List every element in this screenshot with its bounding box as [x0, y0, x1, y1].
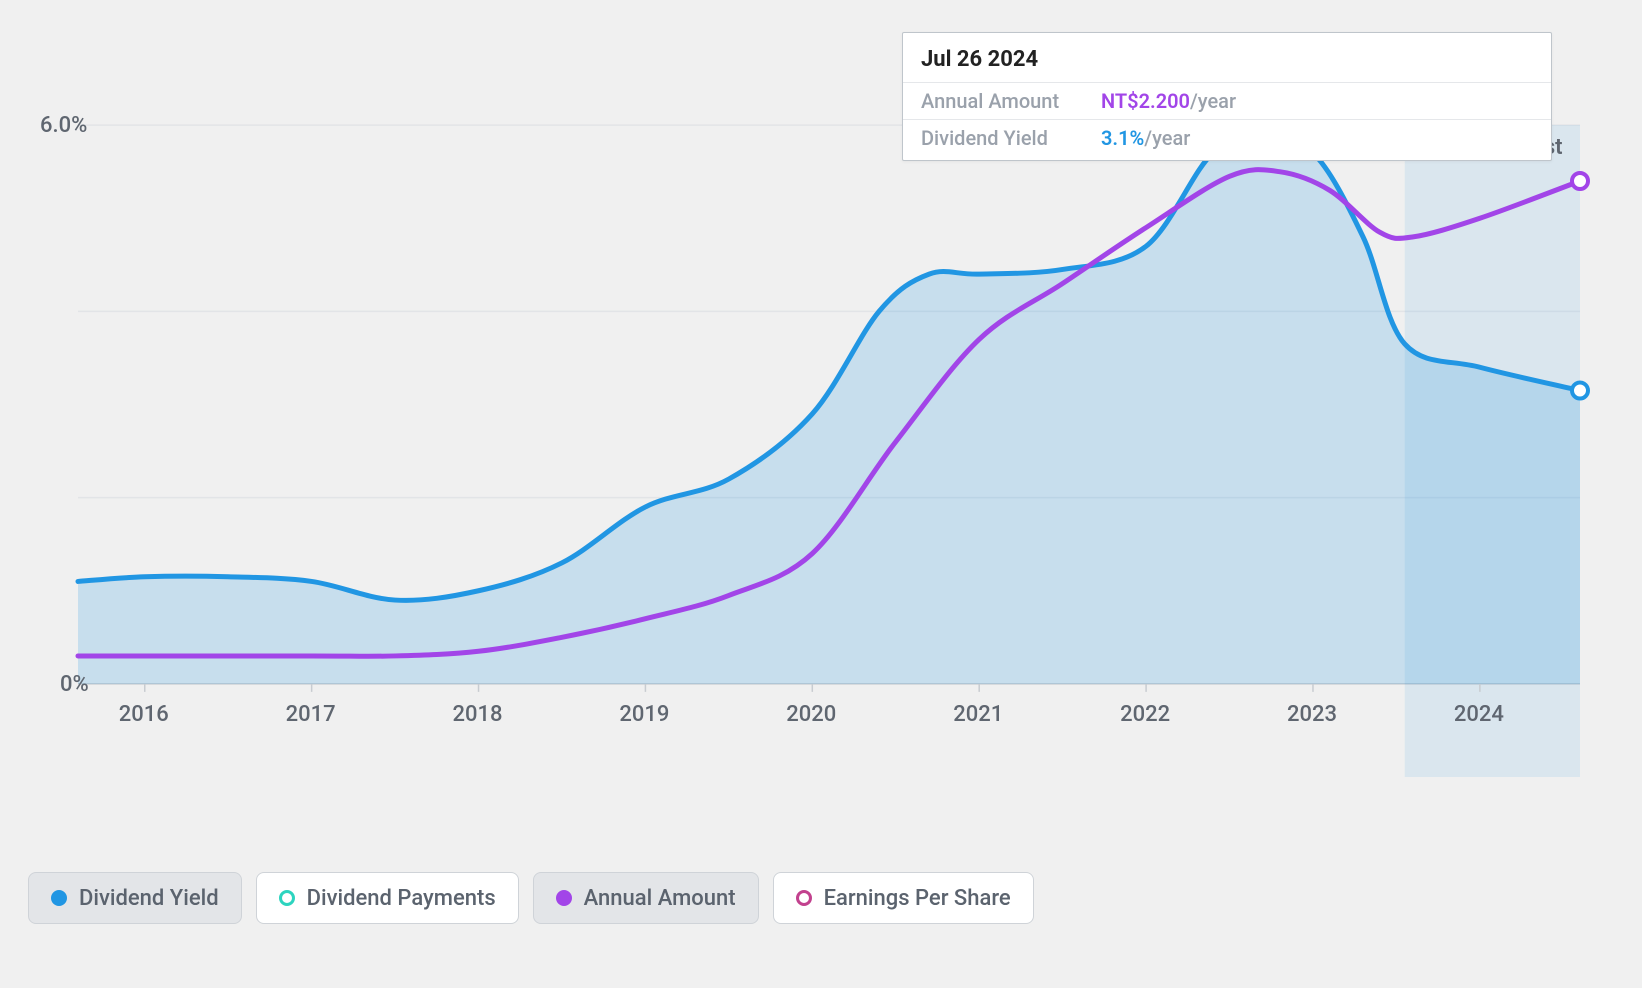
legend-label: Earnings Per Share — [824, 886, 1011, 911]
x-axis-year-label: 2021 — [953, 702, 1003, 727]
y-axis-max-label: 6.0% — [40, 113, 87, 138]
legend-item-dividend-yield[interactable]: Dividend Yield — [28, 872, 242, 924]
x-axis-year-label: 2018 — [453, 702, 503, 727]
x-axis-year-label: 2016 — [119, 702, 169, 727]
x-axis-year-label: 2017 — [286, 702, 336, 727]
y-axis-zero-label: 0% — [60, 672, 89, 697]
legend-marker-icon — [796, 890, 812, 906]
tooltip-unit-yield: /year — [1144, 126, 1190, 150]
chart-tooltip: Jul 26 2024 Annual Amount NT$2.200/year … — [902, 32, 1552, 161]
tooltip-row-annual: Annual Amount NT$2.200/year — [903, 83, 1551, 120]
tooltip-row-yield: Dividend Yield 3.1%/year — [903, 120, 1551, 156]
tooltip-unit-annual: /year — [1190, 89, 1236, 113]
legend-item-annual-amount[interactable]: Annual Amount — [533, 872, 759, 924]
x-axis-year-label: 2024 — [1454, 702, 1504, 727]
x-axis-year-label: 2019 — [619, 702, 669, 727]
x-axis-year-label: 2023 — [1287, 702, 1337, 727]
legend-marker-icon — [279, 890, 295, 906]
tooltip-date: Jul 26 2024 — [903, 37, 1551, 83]
chart-legend: Dividend Yield Dividend Payments Annual Am… — [28, 872, 1034, 924]
x-axis-year-label: 2022 — [1120, 702, 1170, 727]
legend-label: Annual Amount — [584, 886, 736, 911]
legend-label: Dividend Payments — [307, 886, 496, 911]
x-axis-year-label: 2020 — [786, 702, 836, 727]
chart-container: 6.0% 0% 2016 2017 2018 2019 2020 2021 2022 2023… — [0, 0, 1642, 988]
legend-marker-icon — [556, 890, 572, 906]
tooltip-label-yield: Dividend Yield — [921, 126, 1101, 150]
legend-marker-icon — [51, 890, 67, 906]
legend-label: Dividend Yield — [79, 886, 219, 911]
tooltip-label-annual: Annual Amount — [921, 89, 1101, 113]
tooltip-value-annual: NT$2.200 — [1101, 89, 1190, 113]
tooltip-value-yield: 3.1% — [1101, 126, 1144, 150]
legend-item-earnings-per-share[interactable]: Earnings Per Share — [773, 872, 1034, 924]
legend-item-dividend-payments[interactable]: Dividend Payments — [256, 872, 519, 924]
